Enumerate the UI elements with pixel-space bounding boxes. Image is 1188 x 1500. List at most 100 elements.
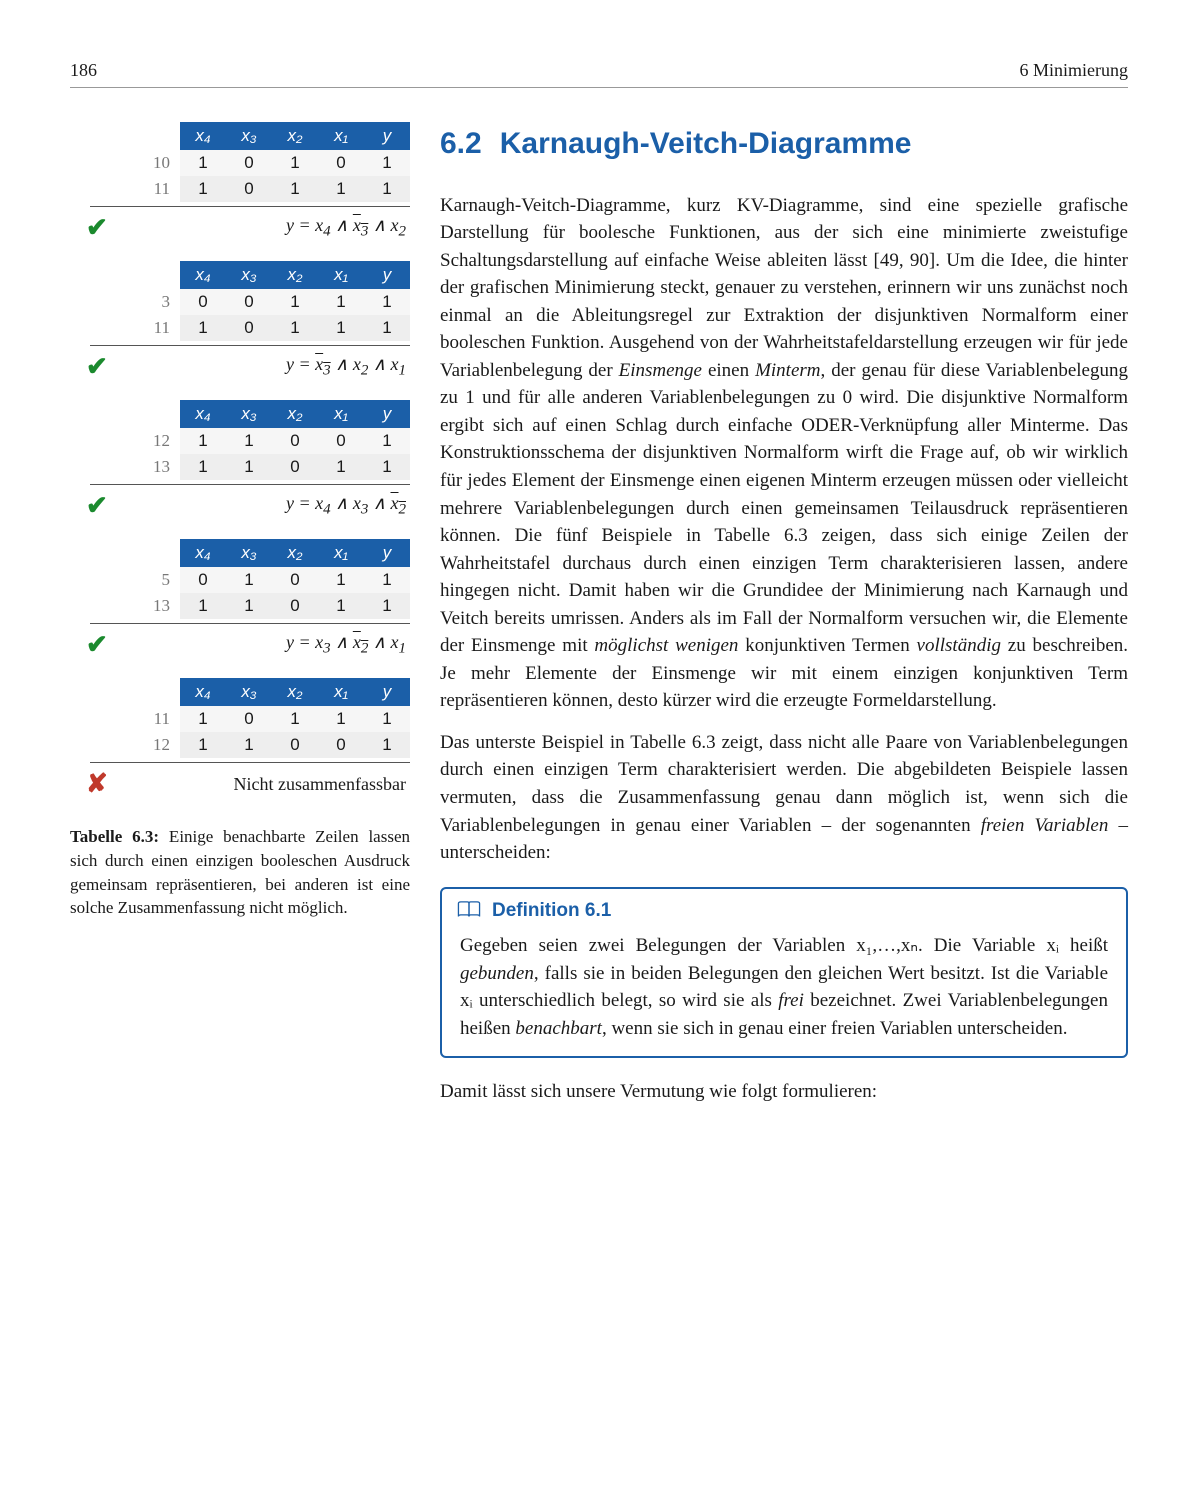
- cell: 1: [226, 428, 272, 454]
- cell: 1: [364, 567, 410, 593]
- cell: 1: [180, 150, 226, 176]
- truth-table: x₄x₃x₂x₁y11101111211001: [130, 678, 410, 758]
- row-index: 13: [130, 454, 180, 480]
- cell: 0: [272, 428, 318, 454]
- sidebar: x₄x₃x₂x₁y10101011110111✔y = x4 ∧ x3 ∧ x2…: [70, 122, 410, 1120]
- table-caption-label: Tabelle 6.3:: [70, 827, 159, 846]
- col-x3: x₃: [226, 122, 272, 150]
- table-row: 1010101: [130, 150, 410, 176]
- cell: 1: [318, 454, 364, 480]
- cell: 1: [364, 428, 410, 454]
- cell: 1: [180, 428, 226, 454]
- cell: 0: [272, 593, 318, 619]
- cell: 0: [272, 732, 318, 758]
- col-y: y: [364, 539, 410, 567]
- col-y: y: [364, 261, 410, 289]
- result-formula: y = x4 ∧ x3 ∧ x2: [126, 493, 406, 519]
- cell: 1: [364, 593, 410, 619]
- cell: 1: [226, 732, 272, 758]
- truth-table: x₄x₃x₂x₁y5010111311011: [130, 539, 410, 619]
- result-line: ✔y = x4 ∧ x3 ∧ x2: [86, 207, 410, 261]
- cell: 1: [180, 706, 226, 732]
- row-index: 12: [130, 428, 180, 454]
- table-row: 1311011: [130, 454, 410, 480]
- col-x1: x₁: [318, 122, 364, 150]
- cell: 0: [180, 567, 226, 593]
- result-text: Nicht zusammenfassbar: [126, 774, 406, 795]
- col-x1: x₁: [318, 400, 364, 428]
- col-x4: x₄: [180, 122, 226, 150]
- page-number: 186: [70, 60, 97, 81]
- cell: 1: [318, 706, 364, 732]
- cell: 1: [364, 706, 410, 732]
- result-formula: y = x3 ∧ x2 ∧ x1: [126, 632, 406, 658]
- definition-label: Definition 6.1: [492, 897, 611, 925]
- cell: 1: [364, 732, 410, 758]
- col-x3: x₃: [226, 678, 272, 706]
- result-formula: y = x3 ∧ x2 ∧ x1: [126, 354, 406, 380]
- row-index: 11: [130, 176, 180, 202]
- col-x4: x₄: [180, 678, 226, 706]
- cell: 1: [318, 315, 364, 341]
- running-head: 186 6 Minimierung: [70, 60, 1128, 88]
- col-x1: x₁: [318, 539, 364, 567]
- cell: 0: [226, 706, 272, 732]
- col-x2: x₂: [272, 122, 318, 150]
- definition-head: Definition 6.1: [442, 889, 1126, 925]
- table-row: 1110111: [130, 315, 410, 341]
- truth-table: x₄x₃x₂x₁y3001111110111: [130, 261, 410, 341]
- check-icon: ✔: [86, 352, 126, 382]
- content-columns: x₄x₃x₂x₁y10101011110111✔y = x4 ∧ x3 ∧ x2…: [70, 122, 1128, 1120]
- table-caption: Tabelle 6.3: Einige benachbarte Zeilen l…: [70, 825, 410, 920]
- col-y: y: [364, 678, 410, 706]
- cell: 0: [226, 176, 272, 202]
- col-x2: x₂: [272, 539, 318, 567]
- cell: 0: [226, 150, 272, 176]
- table-row: 1110111: [130, 706, 410, 732]
- cell: 1: [318, 567, 364, 593]
- section-number: 6.2: [440, 127, 482, 160]
- check-icon: ✔: [86, 213, 126, 243]
- table-row: 501011: [130, 567, 410, 593]
- truth-table: x₄x₃x₂x₁y12110011311011: [130, 400, 410, 480]
- cell: 1: [226, 567, 272, 593]
- cell: 1: [180, 176, 226, 202]
- cell: 1: [364, 454, 410, 480]
- section-title: Karnaugh-Veitch-Diagramme: [500, 127, 912, 160]
- col-x2: x₂: [272, 400, 318, 428]
- col-y: y: [364, 400, 410, 428]
- row-index: 3: [130, 289, 180, 315]
- row-index: 10: [130, 150, 180, 176]
- col-y: y: [364, 122, 410, 150]
- cell: 0: [318, 150, 364, 176]
- col-x3: x₃: [226, 400, 272, 428]
- cell: 1: [180, 732, 226, 758]
- cell: 1: [364, 176, 410, 202]
- cell: 1: [272, 176, 318, 202]
- cell: 0: [180, 289, 226, 315]
- cell: 1: [272, 289, 318, 315]
- col-x1: x₁: [318, 678, 364, 706]
- result-line: ✔y = x3 ∧ x2 ∧ x1: [86, 624, 410, 678]
- cell: 1: [226, 454, 272, 480]
- cell: 1: [180, 593, 226, 619]
- cell: 0: [318, 732, 364, 758]
- cell: 1: [318, 176, 364, 202]
- check-icon: ✔: [86, 491, 126, 521]
- result-formula: y = x4 ∧ x3 ∧ x2: [126, 215, 406, 241]
- definition-box: Definition 6.1 Gegeben seien zwei Belegu…: [440, 887, 1128, 1059]
- row-index: 12: [130, 732, 180, 758]
- chapter-running: 6 Minimierung: [1020, 60, 1129, 81]
- cell: 1: [364, 289, 410, 315]
- book-icon: [456, 899, 482, 921]
- col-x2: x₂: [272, 261, 318, 289]
- cell: 1: [364, 150, 410, 176]
- row-index: 11: [130, 315, 180, 341]
- truth-table: x₄x₃x₂x₁y10101011110111: [130, 122, 410, 202]
- cell: 1: [318, 289, 364, 315]
- cell: 1: [180, 454, 226, 480]
- cell: 1: [226, 593, 272, 619]
- row-index: 5: [130, 567, 180, 593]
- row-index: 13: [130, 593, 180, 619]
- table-row: 1311011: [130, 593, 410, 619]
